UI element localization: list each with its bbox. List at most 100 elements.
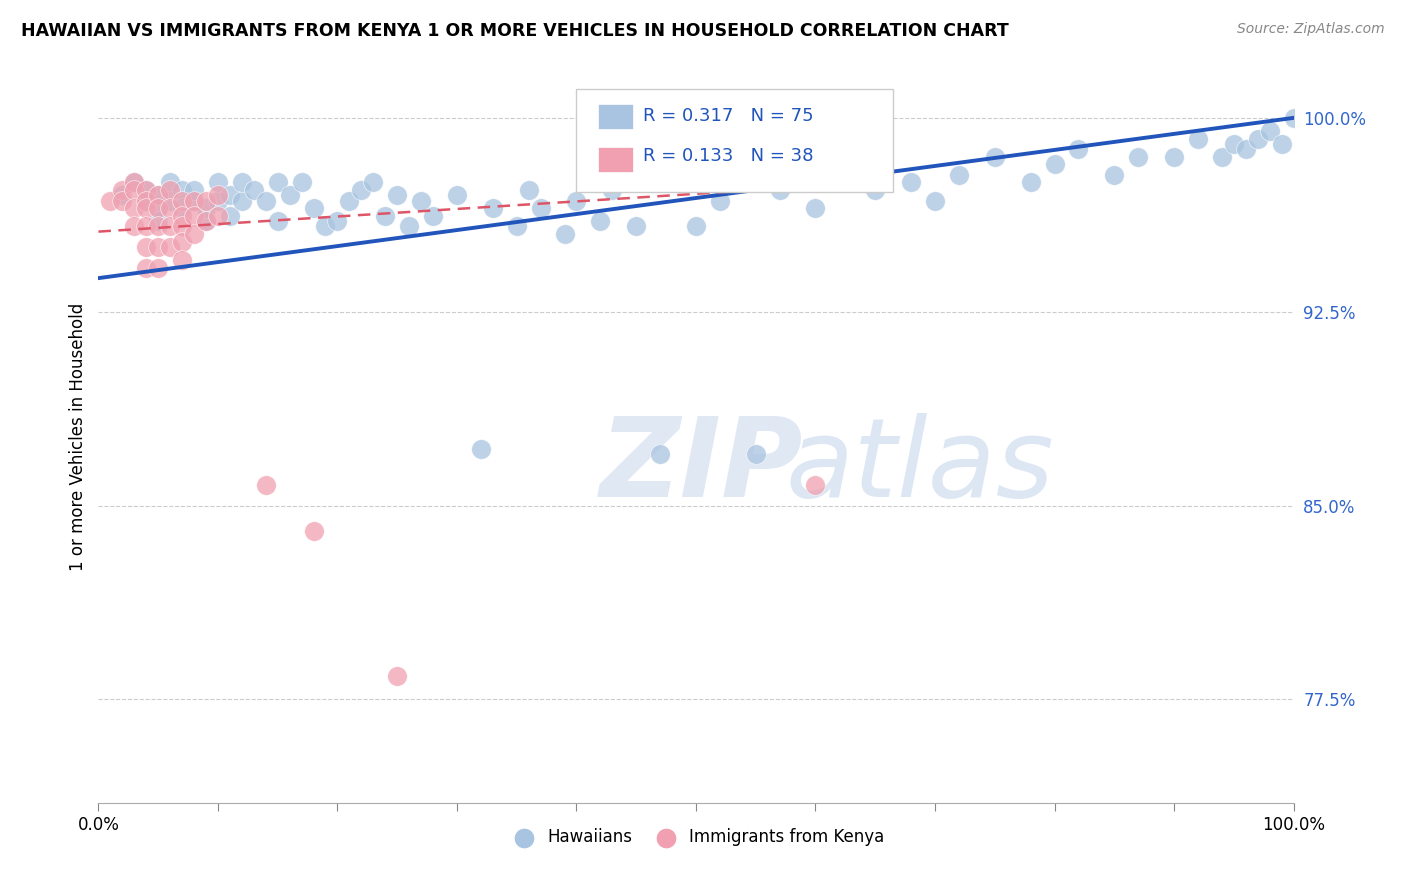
Point bbox=[363, 176, 385, 190]
Point bbox=[135, 240, 157, 254]
Point bbox=[148, 188, 170, 202]
Point bbox=[1128, 150, 1150, 164]
Point bbox=[135, 202, 157, 216]
Point bbox=[1234, 142, 1257, 156]
Point bbox=[195, 202, 218, 216]
Point bbox=[398, 219, 420, 234]
Point bbox=[159, 176, 181, 190]
Point bbox=[470, 442, 492, 456]
Point bbox=[172, 209, 194, 223]
Point bbox=[231, 194, 253, 208]
Point bbox=[1163, 150, 1185, 164]
Text: ZIP: ZIP bbox=[600, 413, 804, 520]
Point bbox=[254, 194, 277, 208]
Point bbox=[135, 183, 157, 197]
Point bbox=[602, 183, 624, 197]
Point bbox=[183, 227, 205, 242]
Point bbox=[207, 194, 229, 208]
Point bbox=[865, 183, 887, 197]
Point bbox=[243, 183, 266, 197]
Point bbox=[984, 150, 1007, 164]
Point bbox=[195, 214, 218, 228]
Point bbox=[339, 194, 361, 208]
Point bbox=[1104, 168, 1126, 182]
Point bbox=[385, 188, 409, 202]
Point bbox=[554, 227, 576, 242]
Text: Source: ZipAtlas.com: Source: ZipAtlas.com bbox=[1237, 22, 1385, 37]
Point bbox=[195, 194, 218, 208]
Point bbox=[1043, 157, 1066, 171]
Point bbox=[948, 168, 970, 182]
Point bbox=[1067, 142, 1090, 156]
Point bbox=[589, 214, 612, 228]
Point bbox=[219, 209, 242, 223]
Point bbox=[124, 176, 146, 190]
Point bbox=[148, 240, 170, 254]
Point bbox=[159, 240, 181, 254]
Point bbox=[828, 168, 851, 182]
Point bbox=[924, 194, 946, 208]
Point bbox=[350, 183, 373, 197]
Point bbox=[278, 188, 301, 202]
Point bbox=[1282, 111, 1305, 125]
Point bbox=[172, 235, 194, 249]
Point bbox=[685, 219, 707, 234]
Point bbox=[709, 194, 731, 208]
Point bbox=[111, 188, 134, 202]
Point bbox=[291, 176, 314, 190]
Point bbox=[254, 478, 277, 492]
Point bbox=[135, 194, 157, 208]
Point bbox=[900, 176, 922, 190]
Point bbox=[148, 202, 170, 216]
Text: atlas: atlas bbox=[786, 413, 1054, 520]
Point bbox=[385, 669, 409, 683]
Point bbox=[135, 219, 157, 234]
Text: HAWAIIAN VS IMMIGRANTS FROM KENYA 1 OR MORE VEHICLES IN HOUSEHOLD CORRELATION CH: HAWAIIAN VS IMMIGRANTS FROM KENYA 1 OR M… bbox=[21, 22, 1010, 40]
Point bbox=[565, 194, 588, 208]
Point bbox=[207, 176, 229, 190]
Point bbox=[481, 202, 505, 216]
Point bbox=[111, 194, 134, 208]
Point bbox=[98, 194, 122, 208]
Point bbox=[302, 524, 325, 539]
Point bbox=[172, 219, 194, 234]
Point bbox=[159, 183, 181, 197]
Point bbox=[183, 194, 205, 208]
Point bbox=[411, 194, 433, 208]
Text: R = 0.133   N = 38: R = 0.133 N = 38 bbox=[643, 147, 813, 165]
Point bbox=[172, 202, 194, 216]
Point bbox=[159, 219, 181, 234]
Point bbox=[745, 447, 768, 461]
Point bbox=[374, 209, 396, 223]
Point bbox=[124, 219, 146, 234]
Point bbox=[148, 202, 170, 216]
Point bbox=[517, 183, 540, 197]
Point bbox=[446, 188, 468, 202]
Point bbox=[159, 194, 181, 208]
Point bbox=[1247, 131, 1270, 145]
Point bbox=[135, 183, 157, 197]
Point bbox=[302, 202, 325, 216]
Point bbox=[422, 209, 444, 223]
Point bbox=[267, 214, 290, 228]
Point bbox=[1019, 176, 1042, 190]
Point bbox=[626, 219, 648, 234]
Y-axis label: 1 or more Vehicles in Household: 1 or more Vehicles in Household bbox=[69, 303, 87, 571]
Point bbox=[172, 194, 194, 208]
Point bbox=[135, 260, 157, 275]
Point bbox=[207, 209, 229, 223]
Point bbox=[124, 183, 146, 197]
Point bbox=[148, 214, 170, 228]
Point bbox=[804, 202, 827, 216]
Point bbox=[231, 176, 253, 190]
Point bbox=[326, 214, 349, 228]
Point bbox=[135, 194, 157, 208]
Point bbox=[183, 183, 205, 197]
Point bbox=[267, 176, 290, 190]
Point bbox=[1271, 136, 1294, 151]
Point bbox=[530, 202, 553, 216]
Point bbox=[172, 183, 194, 197]
Point bbox=[1258, 124, 1281, 138]
Point bbox=[195, 214, 218, 228]
Text: R = 0.317   N = 75: R = 0.317 N = 75 bbox=[643, 107, 813, 125]
